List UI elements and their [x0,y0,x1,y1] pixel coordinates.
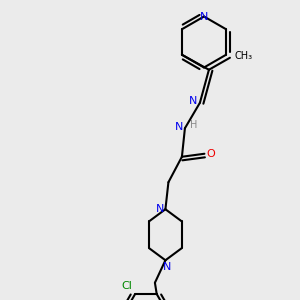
Text: CH₃: CH₃ [234,51,253,61]
Text: Cl: Cl [121,281,132,291]
Text: N: N [155,204,164,214]
Text: N: N [163,262,171,272]
Text: N: N [200,11,208,22]
Text: N: N [175,122,183,132]
Text: H: H [190,120,198,130]
Text: N: N [189,96,197,106]
Text: O: O [206,149,215,159]
